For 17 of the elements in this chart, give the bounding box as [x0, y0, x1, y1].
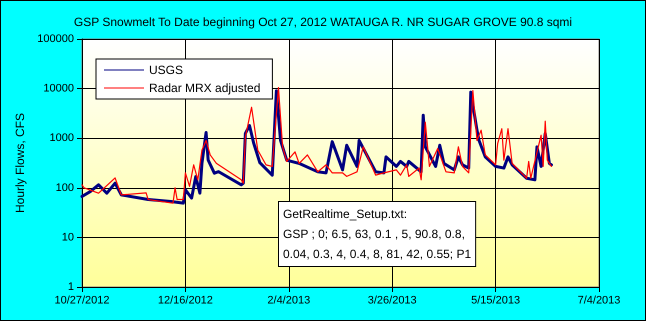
y-axis-title: Hourly Flows, CFS: [13, 112, 27, 214]
y-tick-label: 100000: [37, 33, 74, 45]
x-tick-label: 5/15/2013: [471, 294, 520, 306]
x-tick-label: 12/16/2012: [158, 294, 213, 306]
x-tick-label: 7/4/2013: [578, 294, 620, 306]
y-tick-label: 100: [56, 182, 74, 194]
chart-title: GSP Snowmelt To Date beginning Oct 27, 2012 WATAUGA R. NR SUGAR GROVE 90.8 sqmi: [74, 15, 572, 29]
legend-label: USGS: [149, 63, 184, 77]
legend-label: Radar MRX adjusted: [149, 81, 260, 95]
x-tick-label: 3/26/2013: [368, 294, 417, 306]
y-tick-label: 10000: [43, 82, 74, 95]
y-tick-label: 1000: [50, 132, 74, 144]
annotation: GetRealtime_Setup.txt: GSP ; 0; 6.5, 63, 0.1 , 5, 90.8, 0.8, 0.04, 0.3, 4, 0.4, 8, 81, 42, 0.55; P1: [283, 207, 472, 261]
y-tick-label: 10: [62, 231, 74, 244]
x-tick-label: 2/4/2013: [267, 294, 310, 306]
y-tick-label: 1: [68, 281, 74, 293]
x-tick-label: 10/27/2012: [54, 294, 110, 306]
